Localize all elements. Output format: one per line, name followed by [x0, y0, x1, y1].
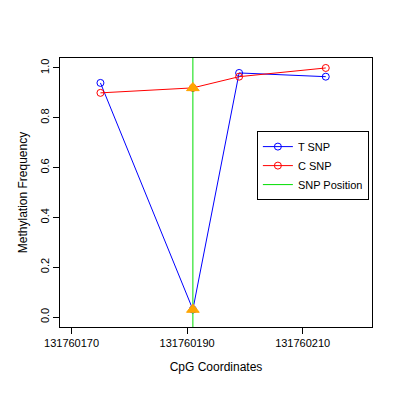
svg-text:Methylation Frequency: Methylation Frequency	[16, 132, 30, 253]
svg-text:1.0: 1.0	[39, 59, 51, 74]
svg-text:0.4: 0.4	[39, 208, 51, 223]
svg-text:131760190: 131760190	[160, 337, 215, 349]
svg-text:131760210: 131760210	[275, 337, 330, 349]
svg-text:0.6: 0.6	[39, 158, 51, 173]
svg-text:0.8: 0.8	[39, 108, 51, 123]
svg-text:T SNP: T SNP	[298, 141, 330, 153]
svg-text:C SNP: C SNP	[298, 160, 332, 172]
svg-text:0.2: 0.2	[39, 258, 51, 273]
svg-text:CpG Coordinates: CpG Coordinates	[170, 360, 263, 374]
svg-text:0.0: 0.0	[39, 308, 51, 323]
svg-text:SNP Position: SNP Position	[298, 179, 363, 191]
svg-text:131760170: 131760170	[44, 337, 99, 349]
